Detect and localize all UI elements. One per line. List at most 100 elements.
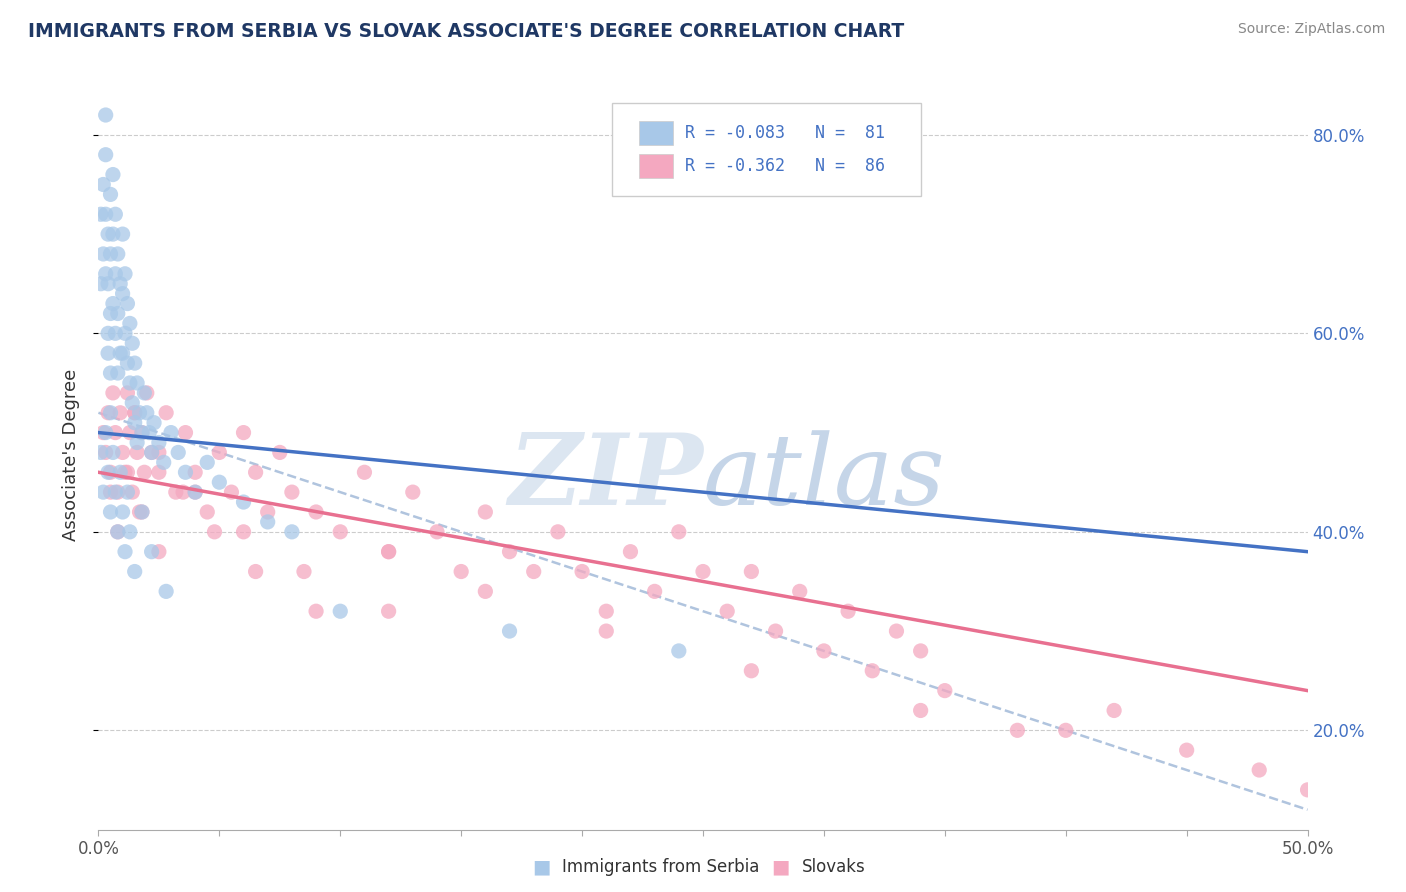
Point: [195, 455, 218, 469]
Point: [1054, 723, 1077, 738]
Point: [114, 544, 136, 558]
Text: IMMIGRANTS FROM SERBIA VS SLOVAK ASSOCIATE'S DEGREE CORRELATION CHART: IMMIGRANTS FROM SERBIA VS SLOVAK ASSOCIA…: [28, 22, 904, 41]
Point: [155, 406, 177, 420]
Point: [108, 346, 131, 360]
Point: [256, 515, 278, 529]
Point: [155, 584, 177, 599]
Point: [256, 505, 278, 519]
Point: [108, 465, 131, 479]
Point: [97, 406, 120, 420]
Point: [148, 445, 170, 459]
Text: ■: ■: [770, 857, 790, 877]
Point: [143, 416, 166, 430]
Point: [124, 406, 146, 420]
Point: [91, 178, 114, 192]
Point: [498, 624, 520, 638]
Point: [118, 317, 141, 331]
Point: [765, 624, 787, 638]
Point: [111, 505, 134, 519]
Point: [1007, 723, 1029, 738]
Point: [128, 406, 150, 420]
Point: [167, 445, 190, 459]
Point: [100, 306, 122, 320]
Point: [107, 485, 129, 500]
Point: [94, 108, 117, 122]
Point: [94, 207, 117, 221]
Point: [148, 435, 170, 450]
Point: [100, 247, 122, 261]
Point: [108, 406, 131, 420]
Point: [377, 544, 399, 558]
Point: [152, 455, 174, 469]
Point: [111, 445, 134, 459]
Point: [269, 445, 291, 459]
Point: [426, 524, 449, 539]
Point: [148, 544, 170, 558]
Point: [127, 376, 149, 390]
Point: [184, 465, 207, 479]
Point: [740, 664, 762, 678]
Point: [131, 505, 153, 519]
Point: [1175, 743, 1198, 757]
Point: [121, 336, 143, 351]
Point: [118, 376, 141, 390]
Point: [184, 485, 207, 500]
Point: [104, 485, 127, 500]
Point: [474, 505, 496, 519]
Point: [100, 505, 122, 519]
Point: [94, 445, 117, 459]
Point: [1296, 782, 1319, 797]
Point: [100, 406, 122, 420]
Point: [117, 385, 139, 400]
Point: [90, 277, 112, 291]
Point: [131, 505, 153, 519]
Text: R = -0.083   N =  81: R = -0.083 N = 81: [685, 124, 884, 142]
Text: Source: ZipAtlas.com: Source: ZipAtlas.com: [1237, 22, 1385, 37]
Point: [134, 385, 156, 400]
Point: [118, 524, 141, 539]
Point: [107, 247, 129, 261]
Point: [100, 366, 122, 380]
Point: [837, 604, 859, 618]
Point: [101, 227, 124, 241]
Point: [1249, 763, 1271, 777]
Point: [135, 385, 157, 400]
Point: [402, 485, 425, 500]
Point: [91, 485, 114, 500]
Point: [91, 425, 114, 440]
Text: ZIP: ZIP: [508, 429, 703, 525]
Point: [165, 485, 187, 500]
Point: [111, 286, 134, 301]
Point: [111, 346, 134, 360]
Point: [174, 425, 197, 440]
Point: [127, 435, 149, 450]
Point: [97, 277, 120, 291]
Point: [131, 425, 153, 440]
Point: [886, 624, 908, 638]
Point: [127, 445, 149, 459]
FancyBboxPatch shape: [638, 153, 673, 178]
Point: [377, 544, 399, 558]
Point: [108, 277, 131, 291]
FancyBboxPatch shape: [613, 103, 921, 196]
Point: [97, 326, 120, 341]
Point: [121, 396, 143, 410]
Point: [353, 465, 375, 479]
Point: [668, 524, 690, 539]
Point: [100, 485, 122, 500]
Point: [174, 465, 197, 479]
Point: [789, 584, 811, 599]
Text: Slovaks: Slovaks: [801, 858, 865, 876]
Point: [124, 356, 146, 370]
Point: [934, 683, 956, 698]
Point: [100, 465, 122, 479]
Point: [90, 207, 112, 221]
Point: [104, 425, 127, 440]
Point: [101, 385, 124, 400]
Point: [114, 465, 136, 479]
Point: [111, 227, 134, 241]
Point: [100, 187, 122, 202]
Point: [498, 544, 520, 558]
Point: [121, 485, 143, 500]
Point: [305, 505, 328, 519]
